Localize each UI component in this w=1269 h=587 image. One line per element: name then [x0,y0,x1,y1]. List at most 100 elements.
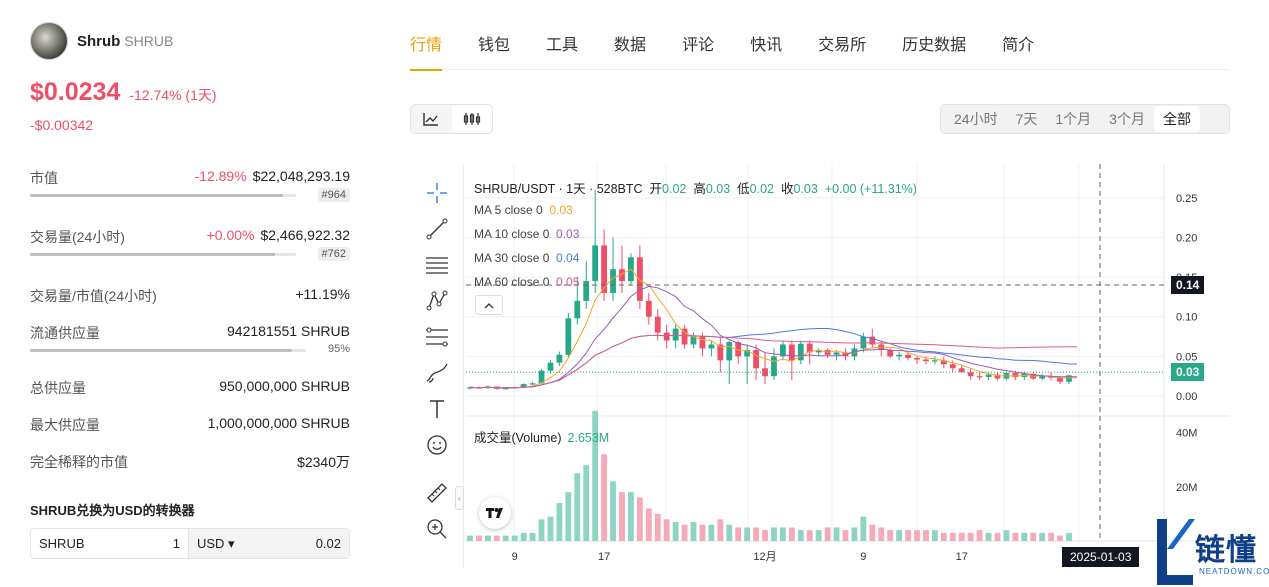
time-axis-label: 17 [956,551,968,563]
tab-wallet[interactable]: 钱包 [478,37,511,54]
stat-change: +0.00% [206,227,255,243]
volume-bar [869,524,876,541]
candle-body [1066,375,1072,382]
volume-bar [905,530,911,541]
volume-bar [806,530,813,541]
zoom-tool[interactable] [424,516,450,542]
pattern-tool[interactable] [424,288,450,314]
candle-body [574,300,581,319]
emoji-tool[interactable] [424,432,450,458]
crosshair-icon [427,183,447,203]
volume-bar [574,473,581,541]
tradingview-logo[interactable] [479,497,511,529]
tab-market[interactable]: 行情 [410,20,443,71]
volume-bar [565,492,572,541]
volume-bar [681,524,688,541]
range-3m[interactable]: 3个月 [1109,111,1145,127]
tab-tools[interactable]: 工具 [546,37,579,54]
converter-from[interactable]: SHRUB 1 [31,529,189,558]
converter-to[interactable]: USD ▾ 0.02 [189,529,349,558]
volume-bar [788,527,795,541]
volume-bar [967,532,974,541]
horizontal-lines-tool[interactable] [424,252,450,278]
coin-panel: Shrub SHRUB $0.0234 -12.74% (1天) -$0.003… [30,20,350,559]
candle-body [547,362,554,371]
stat-value: +11.19% [295,286,350,302]
fib-tool[interactable] [424,324,450,350]
volume-bar [690,522,697,541]
candle-body [690,336,697,345]
crosshair-tool[interactable] [424,180,450,206]
converter-title: SHRUB兑换为USD的转换器 [30,503,195,518]
ma-value: 0.04 [556,251,580,265]
measure-tool[interactable] [424,480,450,506]
volume-value: 2.653M [567,431,610,445]
volume-bar [762,530,768,541]
candle-body [896,354,903,357]
volume-bar [833,527,840,541]
watermark-text: 链懂 [1195,534,1257,567]
candle-body [636,257,643,301]
volume-bar [672,522,679,541]
ma-label: MA 60 close 0 [474,275,550,289]
crosshair-price-label: 0.14 [1171,276,1205,295]
close-label: 收 [780,182,794,196]
stat-label: 市值 [30,170,58,186]
candle-body [645,300,652,317]
watermark-subtext: NEATDOWN.COM [1199,567,1269,576]
brush-tool[interactable] [424,360,450,386]
volume-bar [949,532,956,541]
volume-bar [1003,530,1010,541]
legend-collapse-button[interactable] [475,295,503,315]
rank-badge: #964 [317,188,350,202]
tab-intro[interactable]: 简介 [1002,37,1035,54]
volume-bar [824,527,831,541]
candle-body [502,388,509,390]
main-tabs: 行情 钱包 工具 数据 评论 快讯 交易所 历史数据 简介 [410,20,1230,71]
converter-to-amount[interactable]: 0.02 [315,536,341,551]
coin-price: $0.0234 [30,78,121,106]
volume-bar [958,532,965,541]
candle-body [887,350,894,357]
candle-body [788,344,795,361]
ma5-legend: MA 5 close 0 0.03 [474,203,573,217]
stat-label: 交易量(24小时) [30,229,125,245]
high-value: 0.03 [705,182,731,196]
text-icon [430,400,444,418]
volume-bar [717,519,724,541]
candle-body [735,342,742,357]
tab-news[interactable]: 快讯 [750,37,783,54]
candle-body [869,336,876,345]
line-chart-button[interactable] [411,105,452,133]
range-24h[interactable]: 24小时 [954,111,998,127]
volume-bar [592,410,599,541]
range-7d[interactable]: 7天 [1015,111,1038,127]
volume-bar [735,527,742,541]
trendline-tool[interactable] [424,216,450,242]
volume-bar [815,530,822,541]
volume-bar [699,524,706,541]
tradingview-icon [486,508,503,518]
toolbar-toggle[interactable]: ‹ [455,486,464,510]
candle-chart-button[interactable] [451,105,492,133]
currency-select[interactable]: USD ▾ [197,535,235,551]
tab-comments[interactable]: 评论 [682,37,715,54]
candle-body [1039,376,1046,379]
ruler-icon [427,483,447,503]
candle-body [815,350,822,353]
volume-bar [654,513,661,541]
volume-bar [923,530,929,541]
ma-label: MA 10 close 0 [474,227,550,241]
candle-body [985,374,992,377]
tab-history[interactable]: 历史数据 [902,37,967,54]
volume-bar [994,532,1001,541]
range-all[interactable]: 全部 [1153,106,1200,132]
tab-exchanges[interactable]: 交易所 [818,37,867,54]
volume-legend: 成交量(Volume) 2.653M [474,427,609,446]
brush-icon [426,363,448,383]
range-1m[interactable]: 1个月 [1055,111,1092,127]
tab-data[interactable]: 数据 [614,37,647,54]
text-tool[interactable] [424,396,450,422]
converter-from-amount[interactable]: 1 [172,536,180,551]
